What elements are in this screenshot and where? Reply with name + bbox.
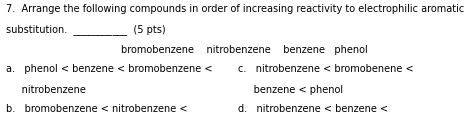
Text: nitrobenzene: nitrobenzene xyxy=(6,85,86,95)
Text: d.   nitrobenzene < benzene <: d. nitrobenzene < benzene < xyxy=(238,104,388,114)
Text: c.   nitrobenzene < bromobenene <: c. nitrobenzene < bromobenene < xyxy=(238,64,414,74)
Text: a.   phenol < benzene < bromobenzene <: a. phenol < benzene < bromobenzene < xyxy=(6,64,212,74)
Text: benzene < phenol: benzene < phenol xyxy=(238,85,343,95)
Text: 7.  Arrange the following compounds in order of increasing reactivity to electro: 7. Arrange the following compounds in or… xyxy=(6,4,464,14)
Text: substitution.  ___________  (5 pts): substitution. ___________ (5 pts) xyxy=(6,24,165,35)
Text: b.   bromobenzene < nitrobenzene <: b. bromobenzene < nitrobenzene < xyxy=(6,104,187,114)
Text: bromobenzene    nitrobenzene    benzene   phenol: bromobenzene nitrobenzene benzene phenol xyxy=(121,45,368,55)
